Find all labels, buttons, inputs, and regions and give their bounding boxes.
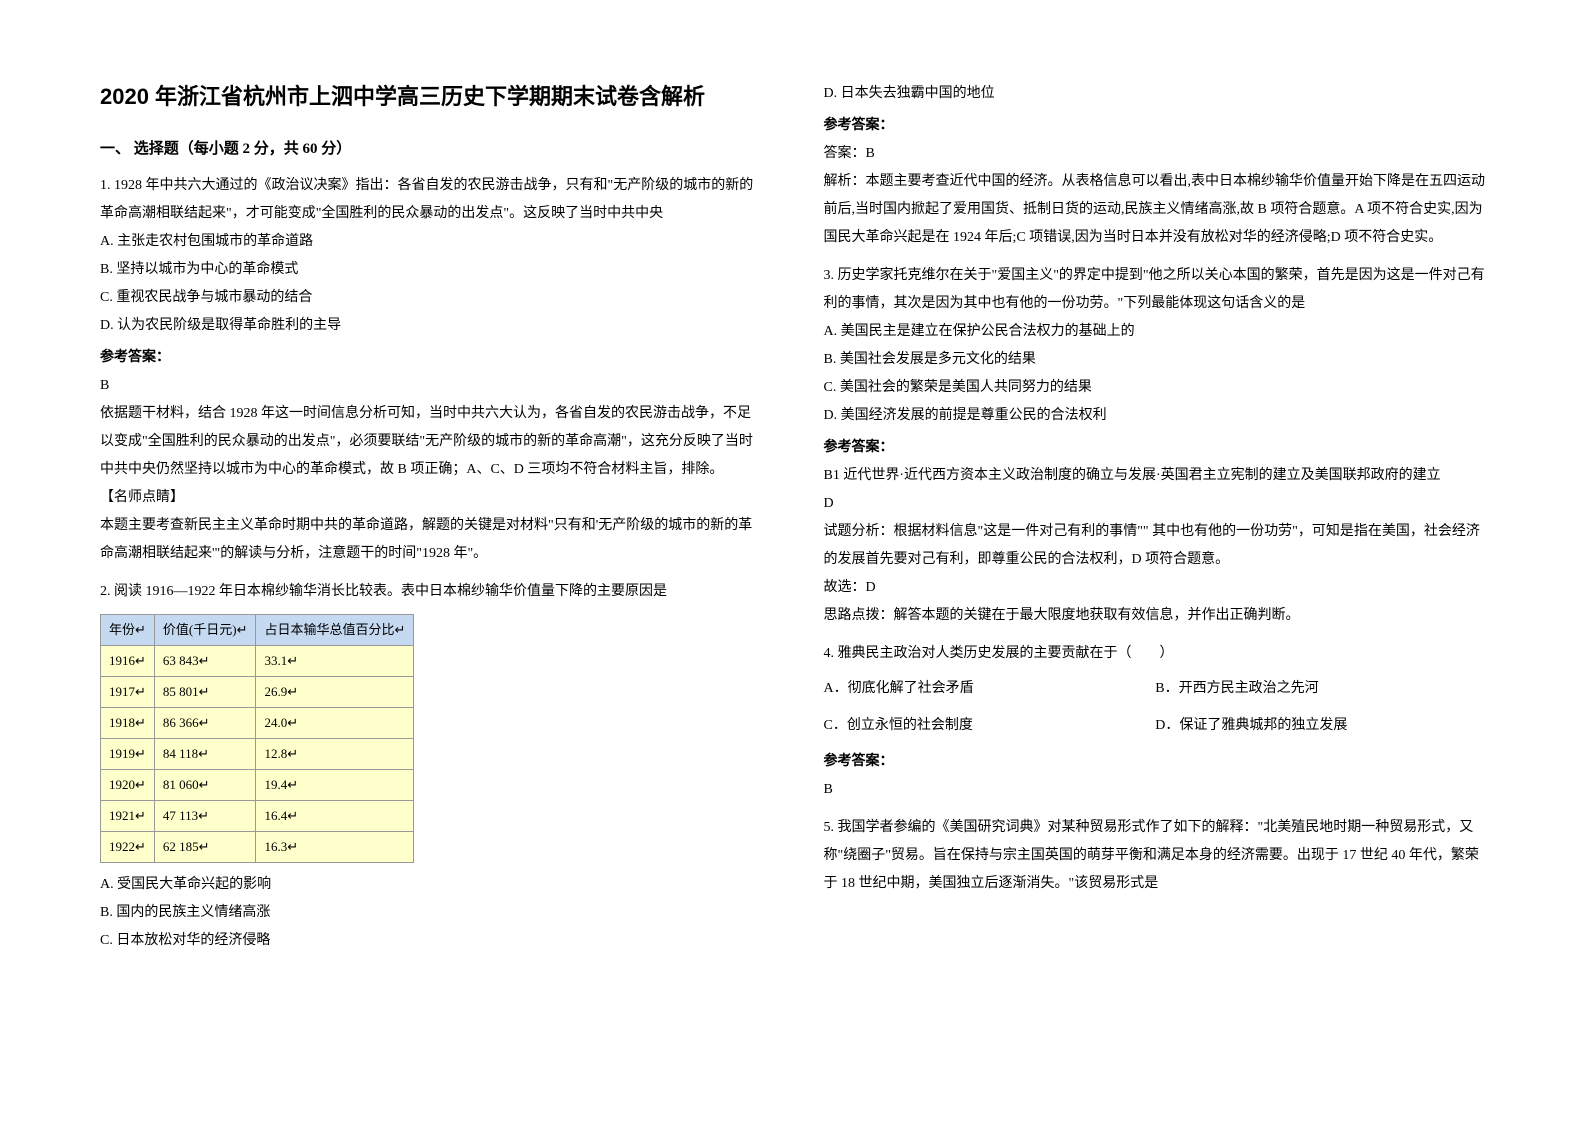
section-heading: 一、 选择题（每小题 2 分，共 60 分）: [100, 137, 764, 158]
question-2-continued: D. 日本失去独霸中国的地位 参考答案： 答案：B 解析：本题主要考查近代中国的…: [824, 80, 1488, 252]
tip-label: 【名师点睛】: [100, 484, 764, 512]
explanation: 本题主要考查新民主主义革命时期中共的革命道路，解题的关键是对材料"只有和'无产阶…: [100, 512, 764, 568]
table-cell: 1922↵: [101, 832, 155, 863]
option-c: C．创立永恒的社会制度: [824, 711, 1156, 742]
question-text: 5. 我国学者参编的《美国研究词典》对某种贸易形式作了如下的解释："北美殖民地时…: [824, 814, 1488, 898]
table-header: 价值(千日元)↵: [154, 615, 256, 646]
option-a: A. 受国民大革命兴起的影响: [100, 871, 764, 899]
book-reference: B1 近代世界·近代西方资本主义政治制度的确立与发展·英国君主立宪制的建立及美国…: [824, 462, 1488, 490]
option-b: B．开西方民主政治之先河: [1155, 674, 1487, 705]
table-cell: 26.9↵: [256, 677, 414, 708]
options-row: A．彻底化解了社会矛盾 B．开西方民主政治之先河: [824, 674, 1488, 705]
table-row: 1920↵81 060↵19.4↵: [101, 770, 414, 801]
table-cell: 63 843↵: [154, 646, 256, 677]
table-cell: 1920↵: [101, 770, 155, 801]
table-cell: 62 185↵: [154, 832, 256, 863]
question-text: 2. 阅读 1916—1922 年日本棉纱输华消长比较表。表中日本棉纱输华价值量…: [100, 578, 764, 606]
explanation: 思路点拨：解答本题的关键在于最大限度地获取有效信息，并作出正确判断。: [824, 602, 1488, 630]
table-cell: 84 118↵: [154, 739, 256, 770]
table-row: 1917↵85 801↵26.9↵: [101, 677, 414, 708]
table-row: 1918↵86 366↵24.0↵: [101, 708, 414, 739]
question-2: 2. 阅读 1916—1922 年日本棉纱输华消长比较表。表中日本棉纱输华价值量…: [100, 578, 764, 955]
answer-label: 参考答案：: [824, 112, 1488, 140]
option-c: C. 重视农民战争与城市暴动的结合: [100, 284, 764, 312]
table-cell: 1917↵: [101, 677, 155, 708]
table-cell: 16.3↵: [256, 832, 414, 863]
table-cell: 1916↵: [101, 646, 155, 677]
question-text: 4. 雅典民主政治对人类历史发展的主要贡献在于（ ）: [824, 640, 1488, 668]
table-row: 1919↵84 118↵12.8↵: [101, 739, 414, 770]
table-header-row: 年份↵ 价值(千日元)↵ 占日本输华总值百分比↵: [101, 615, 414, 646]
exam-title: 2020 年浙江省杭州市上泗中学高三历史下学期期末试卷含解析: [100, 80, 764, 113]
table-cell: 33.1↵: [256, 646, 414, 677]
table-cell: 47 113↵: [154, 801, 256, 832]
table-cell: 16.4↵: [256, 801, 414, 832]
question-5: 5. 我国学者参编的《美国研究词典》对某种贸易形式作了如下的解释："北美殖民地时…: [824, 814, 1488, 898]
answer-label: 参考答案：: [824, 434, 1488, 462]
option-a: A. 美国民主是建立在保护公民合法权力的基础上的: [824, 318, 1488, 346]
table-cell: 1918↵: [101, 708, 155, 739]
question-3: 3. 历史学家托克维尔在关于"爱国主义"的界定中提到"他之所以关心本国的繁荣，首…: [824, 262, 1488, 630]
table-cell: 1919↵: [101, 739, 155, 770]
option-c: C. 日本放松对华的经济侵略: [100, 927, 764, 955]
answer-letter: B: [824, 776, 1488, 804]
table-cell: 1921↵: [101, 801, 155, 832]
options-row: C．创立永恒的社会制度 D．保证了雅典城邦的独立发展: [824, 711, 1488, 742]
table-cell: 19.4↵: [256, 770, 414, 801]
explanation: 解析：本题主要考查近代中国的经济。从表格信息可以看出,表中日本棉纱输华价值量开始…: [824, 168, 1488, 252]
option-a: A. 主张走农村包围城市的革命道路: [100, 228, 764, 256]
option-c: C. 美国社会的繁荣是美国人共同努力的结果: [824, 374, 1488, 402]
answer-label: 参考答案：: [824, 748, 1488, 776]
table-cell: 85 801↵: [154, 677, 256, 708]
question-text: 3. 历史学家托克维尔在关于"爱国主义"的界定中提到"他之所以关心本国的繁荣，首…: [824, 262, 1488, 318]
table-header: 占日本输华总值百分比↵: [256, 615, 414, 646]
option-d: D. 美国经济发展的前提是尊重公民的合法权利: [824, 402, 1488, 430]
option-d: D. 认为农民阶级是取得革命胜利的主导: [100, 312, 764, 340]
option-b: B. 美国社会发展是多元文化的结果: [824, 346, 1488, 374]
question-1: 1. 1928 年中共六大通过的《政治议决案》指出：各省自发的农民游击战争，只有…: [100, 172, 764, 568]
option-b: B. 坚持以城市为中心的革命模式: [100, 256, 764, 284]
answer-letter: B: [100, 372, 764, 400]
option-d: D. 日本失去独霸中国的地位: [824, 80, 1488, 108]
answer-label: 参考答案：: [100, 344, 764, 372]
table-cell: 12.8↵: [256, 739, 414, 770]
table-row: 1922↵62 185↵16.3↵: [101, 832, 414, 863]
option-b: B. 国内的民族主义情绪高涨: [100, 899, 764, 927]
data-table: 年份↵ 价值(千日元)↵ 占日本输华总值百分比↵ 1916↵63 843↵33.…: [100, 614, 414, 863]
explanation: 故选：D: [824, 574, 1488, 602]
table-cell: 81 060↵: [154, 770, 256, 801]
answer-letter: D: [824, 490, 1488, 518]
table-header: 年份↵: [101, 615, 155, 646]
option-d: D．保证了雅典城邦的独立发展: [1155, 711, 1487, 742]
explanation: 试题分析：根据材料信息"这是一件对己有利的事情"" 其中也有他的一份功劳"，可知…: [824, 518, 1488, 574]
option-a: A．彻底化解了社会矛盾: [824, 674, 1156, 705]
left-column: 2020 年浙江省杭州市上泗中学高三历史下学期期末试卷含解析 一、 选择题（每小…: [100, 80, 764, 1082]
table-row: 1916↵63 843↵33.1↵: [101, 646, 414, 677]
right-column: D. 日本失去独霸中国的地位 参考答案： 答案：B 解析：本题主要考查近代中国的…: [824, 80, 1488, 1082]
question-text: 1. 1928 年中共六大通过的《政治议决案》指出：各省自发的农民游击战争，只有…: [100, 172, 764, 228]
table-cell: 24.0↵: [256, 708, 414, 739]
table-row: 1921↵47 113↵16.4↵: [101, 801, 414, 832]
question-4: 4. 雅典民主政治对人类历史发展的主要贡献在于（ ） A．彻底化解了社会矛盾 B…: [824, 640, 1488, 804]
explanation: 依据题干材料，结合 1928 年这一时间信息分析可知，当时中共六大认为，各省自发…: [100, 400, 764, 484]
answer-prefix: 答案：B: [824, 140, 1488, 168]
table-cell: 86 366↵: [154, 708, 256, 739]
